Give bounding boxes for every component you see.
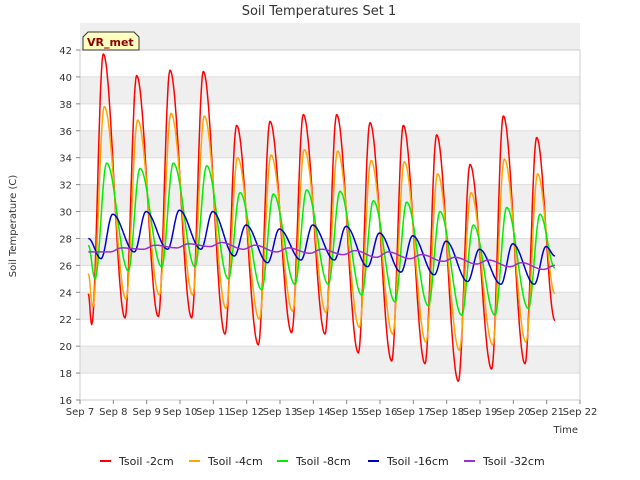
y-tick-label: 34 bbox=[59, 154, 72, 165]
y-axis-title: Soil Temperature (C) bbox=[8, 175, 19, 278]
x-tick-label: Sep 13 bbox=[263, 407, 298, 418]
series-line-tsoil-16cm bbox=[88, 209, 556, 285]
series-line-tsoil-4cm bbox=[87, 105, 556, 351]
x-tick-label: Sep 15 bbox=[329, 407, 364, 418]
x-tick-label: Sep 12 bbox=[229, 407, 264, 418]
chart-title: Soil Temperatures Set 1 bbox=[242, 4, 397, 19]
x-tick-label: Sep 7 bbox=[66, 407, 94, 418]
y-tick-label: 30 bbox=[59, 208, 72, 219]
legend: Tsoil -2cm Tsoil -4cm Tsoil -8cm Tsoil -16c… bbox=[100, 455, 545, 468]
legend-label-tsoil-2cm: Tsoil -2cm bbox=[118, 455, 174, 468]
y-axis-ticks: 16 18 20 22 24 26 28 30 32 34 36 38 40 42 bbox=[59, 46, 80, 407]
x-axis-title: Time bbox=[553, 425, 578, 436]
legend-label-tsoil-16cm: Tsoil -16cm bbox=[386, 455, 449, 468]
x-tick-label: Sep 19 bbox=[463, 407, 498, 418]
y-tick-label: 16 bbox=[59, 396, 72, 407]
x-tick-label: Sep 14 bbox=[296, 407, 331, 418]
y-tick-label: 36 bbox=[59, 127, 72, 138]
station-badge: VR_met bbox=[82, 31, 140, 51]
y-tick-label: 42 bbox=[59, 46, 72, 57]
grid-band bbox=[80, 23, 580, 50]
series-layer bbox=[87, 53, 556, 382]
x-tick-label: Sep 9 bbox=[132, 407, 160, 418]
y-tick-label: 18 bbox=[59, 369, 72, 380]
x-tick-label: Sep 20 bbox=[496, 407, 531, 418]
plot-frame bbox=[79, 49, 581, 401]
series-line-tsoil-8cm bbox=[87, 162, 556, 316]
x-tick-label: Sep 10 bbox=[163, 407, 198, 418]
legend-label-tsoil-4cm: Tsoil -4cm bbox=[207, 455, 263, 468]
grid-band bbox=[80, 76, 580, 104]
y-tick-label: 20 bbox=[59, 342, 72, 353]
grid-band bbox=[80, 346, 580, 374]
x-tick-label: Sep 21 bbox=[529, 407, 564, 418]
grid-band bbox=[80, 130, 580, 158]
station-badge-shape bbox=[82, 31, 140, 51]
series-line-tsoil-32cm bbox=[88, 241, 556, 271]
x-tick-label: Sep 17 bbox=[396, 407, 431, 418]
y-tick-label: 32 bbox=[59, 181, 72, 192]
x-tick-label: Sep 8 bbox=[99, 407, 127, 418]
y-tick-label: 40 bbox=[59, 73, 72, 84]
x-tick-label: Sep 22 bbox=[563, 407, 598, 418]
x-tick-label: Sep 18 bbox=[429, 407, 464, 418]
legend-label-tsoil-8cm: Tsoil -8cm bbox=[295, 455, 351, 468]
x-tick-label: Sep 11 bbox=[196, 407, 231, 418]
grid-band bbox=[80, 184, 580, 212]
y-tick-label: 22 bbox=[59, 315, 72, 326]
station-badge-label: VR_met bbox=[87, 36, 134, 49]
y-tick-label: 38 bbox=[59, 100, 72, 111]
x-tick-label: Sep 16 bbox=[363, 407, 398, 418]
y-tick-label: 26 bbox=[59, 261, 72, 272]
legend-label-tsoil-32cm: Tsoil -32cm bbox=[482, 455, 545, 468]
y-tick-label: 24 bbox=[59, 288, 72, 299]
y-tick-label: 28 bbox=[59, 234, 72, 245]
